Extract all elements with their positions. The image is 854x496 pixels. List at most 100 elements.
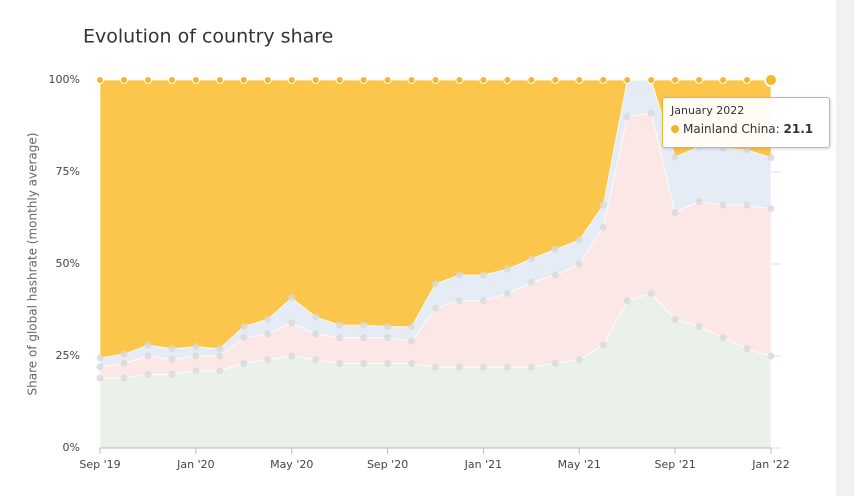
point	[719, 76, 728, 84]
point	[599, 76, 608, 84]
point	[527, 278, 535, 286]
point	[503, 76, 512, 84]
point	[360, 321, 368, 329]
point	[599, 201, 607, 209]
x-tick-label: Sep '19	[79, 458, 120, 471]
point	[240, 323, 248, 331]
point	[336, 334, 344, 342]
point	[408, 359, 416, 367]
point	[192, 352, 200, 360]
point	[647, 76, 656, 84]
point	[144, 352, 152, 360]
point	[287, 76, 296, 84]
x-tick-label: Jan '21	[464, 458, 502, 471]
point	[671, 153, 679, 161]
point	[360, 334, 368, 342]
tooltip-series: Mainland China	[683, 122, 776, 136]
point	[767, 352, 775, 360]
point	[503, 363, 511, 371]
point	[312, 330, 320, 338]
point	[384, 334, 392, 342]
point	[96, 354, 104, 362]
point	[216, 367, 224, 375]
point	[264, 330, 272, 338]
point	[240, 359, 248, 367]
point	[432, 304, 439, 312]
point	[336, 359, 344, 367]
point	[192, 367, 200, 375]
x-tick-label: May '21	[558, 458, 601, 471]
point	[575, 76, 584, 84]
point	[575, 236, 583, 244]
point	[551, 359, 559, 367]
point	[96, 363, 104, 371]
point	[647, 109, 655, 117]
y-tick-label: 100%	[49, 73, 80, 86]
point	[432, 363, 439, 371]
chart-title: Evolution of country share	[83, 26, 333, 48]
point	[479, 297, 487, 305]
tooltip-value: 21.1	[783, 122, 814, 136]
point	[96, 76, 104, 84]
point	[695, 323, 703, 331]
x-tick-label: Sep '20	[367, 458, 408, 471]
x-tick-label: Sep '21	[655, 458, 696, 471]
point	[407, 76, 416, 84]
point	[216, 352, 224, 360]
point	[168, 345, 176, 353]
y-tick-label: 0%	[63, 441, 80, 454]
point	[431, 76, 440, 84]
point	[503, 289, 511, 297]
point	[96, 374, 104, 382]
point	[719, 201, 727, 209]
point	[168, 370, 176, 378]
point	[455, 76, 464, 84]
point	[719, 334, 727, 342]
point	[479, 271, 487, 279]
point	[120, 359, 128, 367]
x-tick-label: May '20	[270, 458, 313, 471]
tooltip: January 2022 Mainland China: 21.1	[662, 97, 830, 148]
side-strip	[836, 0, 854, 496]
point	[764, 73, 778, 87]
point	[671, 208, 679, 216]
point	[311, 76, 320, 84]
point	[767, 154, 775, 162]
point	[623, 113, 631, 121]
point	[288, 352, 296, 360]
point	[647, 289, 655, 297]
point	[695, 197, 703, 205]
point	[360, 359, 368, 367]
tooltip-dot	[671, 125, 679, 133]
point	[215, 76, 224, 84]
point	[432, 280, 439, 288]
point	[359, 76, 368, 84]
point	[575, 356, 583, 364]
point	[288, 294, 296, 302]
point	[671, 315, 679, 323]
point	[671, 76, 680, 84]
point	[336, 321, 344, 329]
point	[479, 363, 487, 371]
point	[527, 363, 535, 371]
point	[527, 76, 536, 84]
chart: Evolution of country share Share of glob…	[26, 26, 790, 472]
point	[120, 350, 128, 358]
point	[119, 76, 128, 84]
point	[383, 76, 392, 84]
point	[695, 76, 704, 84]
point	[264, 315, 272, 323]
point	[168, 356, 176, 364]
point	[143, 76, 152, 84]
point	[144, 370, 152, 378]
point	[408, 323, 416, 331]
y-axis-label: Share of global hashrate (monthly averag…	[26, 133, 40, 396]
point	[575, 260, 583, 268]
point	[743, 201, 751, 209]
point	[312, 356, 320, 364]
point	[144, 341, 152, 349]
point	[264, 356, 272, 364]
point	[120, 374, 128, 382]
point	[384, 323, 392, 331]
